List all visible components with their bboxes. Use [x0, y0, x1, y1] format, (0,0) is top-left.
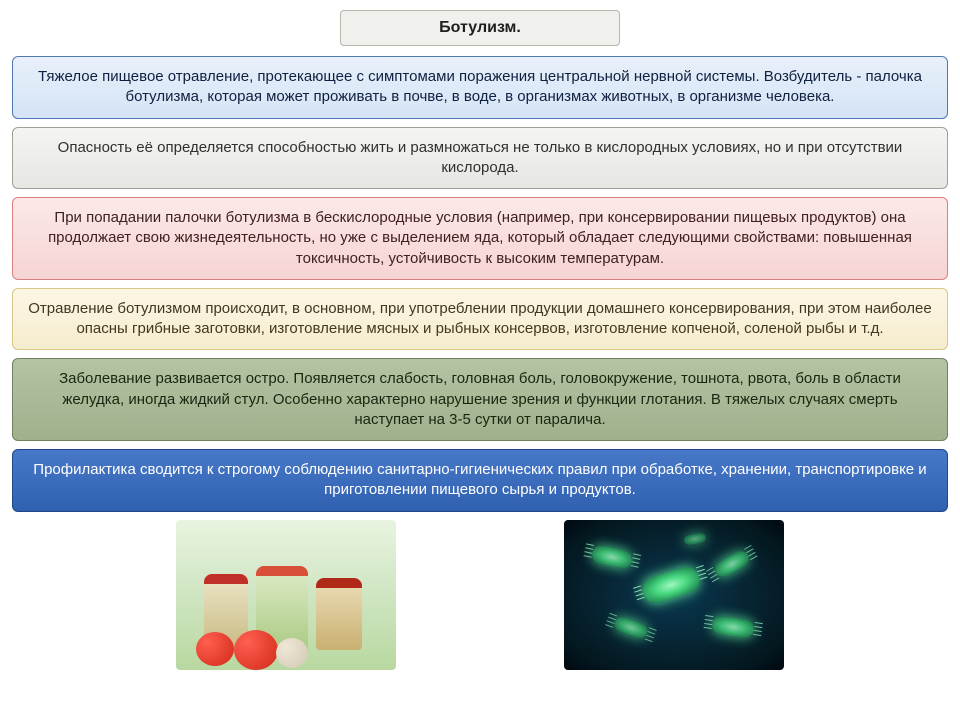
- info-box-1: Опасность её определяется способностью ж…: [12, 127, 948, 190]
- images-row: [12, 520, 948, 670]
- info-box-3: Отравление ботулизмом происходит, в осно…: [12, 288, 948, 351]
- info-box-2: При попадании палочки ботулизма в бескис…: [12, 197, 948, 280]
- info-box-0: Тяжелое пищевое отравление, протекающее …: [12, 56, 948, 119]
- info-box-4: Заболевание развивается остро. Появляетс…: [12, 358, 948, 441]
- image-bacteria: [564, 520, 784, 670]
- title-box: Ботулизм.: [340, 10, 620, 46]
- info-boxes-container: Тяжелое пищевое отравление, протекающее …: [12, 56, 948, 512]
- image-canned-food: [176, 520, 396, 670]
- info-box-5: Профилактика сводится к строгому соблюде…: [12, 449, 948, 512]
